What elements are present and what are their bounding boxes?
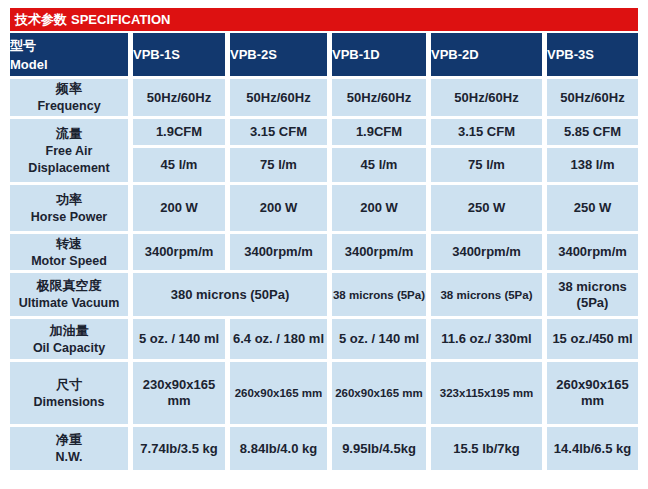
lpm-value: 75 l/m <box>431 148 542 182</box>
weight-value: 8.84lb/4.0 kg <box>230 427 327 470</box>
dimensions-value: 323x115x195 mm <box>431 362 542 424</box>
vacuum-value: 38 microns (5Pa) <box>547 273 638 316</box>
weight-value: 15.5 lb/7kg <box>431 427 542 470</box>
dimensions-value: 230x90x165 mm <box>133 362 225 424</box>
cfm-value: 3.15 CFM <box>230 119 327 145</box>
vacuum-value: 38 microns (5Pa) <box>332 273 426 316</box>
section-title-bar: 技术参数 SPECIFICATION <box>10 8 638 31</box>
dimensions-value: 260x90x165 mm <box>230 362 327 424</box>
power-value: 200 W <box>332 185 426 231</box>
spec-table: 型号 Model VPB-1S VPB-2S VPB-1D VPB-2D VPB… <box>5 30 643 473</box>
row-label-dimensions: 尺寸 Dimensions <box>10 362 128 424</box>
lpm-value: 45 l/m <box>133 148 225 182</box>
oil-value: 5 oz. / 140 ml <box>332 319 426 359</box>
frequency-value: 50Hz/60Hz <box>133 79 225 116</box>
frequency-value: 50Hz/60Hz <box>547 79 638 116</box>
model-name-vpb2s: VPB-2S <box>230 33 327 76</box>
vacuum-value: 380 microns (50Pa) <box>133 273 327 316</box>
power-value: 250 W <box>431 185 542 231</box>
cfm-value: 1.9CFM <box>133 119 225 145</box>
row-label-net-weight: 净重 N.W. <box>10 427 128 470</box>
model-header-en: Model <box>10 55 128 74</box>
speed-value: 3400rpm/m <box>332 234 426 270</box>
lpm-value: 45 l/m <box>332 148 426 182</box>
row-label-motor-speed: 转速 Motor Speed <box>10 234 128 270</box>
oil-value: 6.4 oz. / 180 ml <box>230 319 327 359</box>
row-label-frequency: 频率 Frequency <box>10 79 128 116</box>
dimensions-value: 260x90x165 mm <box>547 362 638 424</box>
frequency-value: 50Hz/60Hz <box>332 79 426 116</box>
row-label-oil-capacity: 加油量 Oil Capacity <box>10 319 128 359</box>
speed-value: 3400rpm/m <box>230 234 327 270</box>
row-label-horse-power: 功率 Horse Power <box>10 185 128 231</box>
model-name-vpb1s: VPB-1S <box>133 33 225 76</box>
speed-value: 3400rpm/m <box>547 234 638 270</box>
section-title-zh: 技术参数 <box>15 12 67 27</box>
oil-value: 5 oz. / 140 ml <box>133 319 225 359</box>
power-value: 200 W <box>133 185 225 231</box>
oil-value: 11.6 oz./ 330ml <box>431 319 542 359</box>
power-value: 250 W <box>547 185 638 231</box>
weight-value: 9.95lb/4.5kg <box>332 427 426 470</box>
speed-value: 3400rpm/m <box>133 234 225 270</box>
model-name-vpb2d: VPB-2D <box>431 33 542 76</box>
lpm-value: 75 l/m <box>230 148 327 182</box>
oil-value: 15 oz./450 ml <box>547 319 638 359</box>
weight-value: 7.74lb/3.5 kg <box>133 427 225 470</box>
cfm-value: 5.85 CFM <box>547 119 638 145</box>
power-value: 200 W <box>230 185 327 231</box>
section-title-en: SPECIFICATION <box>71 12 170 27</box>
cfm-value: 1.9CFM <box>332 119 426 145</box>
model-name-vpb3s: VPB-3S <box>547 33 638 76</box>
model-header-zh: 型号 <box>10 36 128 55</box>
row-label-free-air-displacement: 流量 Free Air Displacement <box>10 119 128 182</box>
model-header-cell: 型号 Model <box>10 33 128 76</box>
dimensions-value: 260x90x165 mm <box>332 362 426 424</box>
frequency-value: 50Hz/60Hz <box>230 79 327 116</box>
row-label-ultimate-vacuum: 极限真空度 Ultimate Vacuum <box>10 273 128 316</box>
model-name-vpb1d: VPB-1D <box>332 33 426 76</box>
speed-value: 3400rpm/m <box>431 234 542 270</box>
cfm-value: 3.15 CFM <box>431 119 542 145</box>
weight-value: 14.4lb/6.5 kg <box>547 427 638 470</box>
frequency-value: 50Hz/60Hz <box>431 79 542 116</box>
lpm-value: 138 l/m <box>547 148 638 182</box>
vacuum-value: 38 microns (5Pa) <box>431 273 542 316</box>
